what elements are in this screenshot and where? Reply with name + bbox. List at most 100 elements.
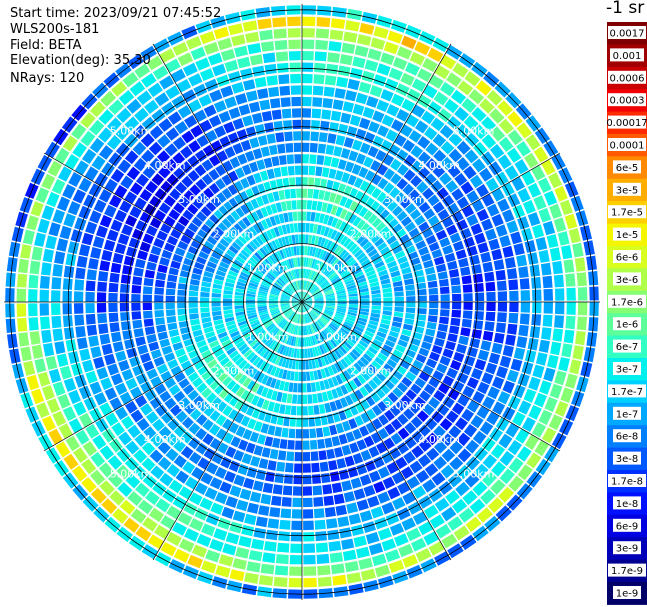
range-gate [319,279,328,287]
range-gate [224,313,234,319]
range-gate [289,566,302,576]
range-gate [387,392,399,403]
range-gate [280,303,290,306]
range-gate [136,418,150,432]
range-gate [302,245,305,255]
range-gate [524,152,539,169]
range-gate [422,84,438,99]
range-gate [305,281,309,290]
range-gate [310,439,318,450]
range-gate [189,313,199,320]
range-gate [104,178,118,193]
range-gate [319,331,327,341]
range-gate [279,380,286,391]
range-gate [335,333,344,342]
range-gate [281,392,288,403]
range-gate [243,265,253,273]
range-gate [285,286,293,294]
range-gate [210,231,221,241]
range-gate [231,262,242,271]
range-gate [472,391,485,404]
range-gate [310,310,318,319]
range-gate [538,207,552,223]
range-gate [314,298,324,301]
range-gate [320,316,329,323]
range-gate [311,287,319,294]
range-gate [382,154,395,166]
range-gate [341,538,355,550]
range-gate [268,241,276,252]
range-gate [340,269,349,277]
range-gate [524,434,540,450]
range-gate [235,547,250,559]
range-gate [400,72,415,86]
range-gate [518,400,532,415]
range-gate [465,516,482,532]
range-gate [54,251,66,265]
range-gate [449,440,463,455]
range-gate [397,255,408,265]
range-gate [330,471,340,482]
range-gate [184,528,199,542]
range-gate [283,273,290,282]
range-gate [316,369,323,380]
range-gate [338,123,349,135]
range-gate [336,292,347,297]
range-gate [271,310,280,316]
range-gate [74,217,87,231]
range-gate [313,508,325,519]
range-gate [308,324,313,334]
range-gate [226,274,237,281]
range-gate [89,137,105,154]
range-gate [272,285,282,292]
range-gate [316,345,323,356]
range-gate [236,314,246,320]
range-gate [231,34,246,47]
range-gate [281,333,288,343]
range-gate [160,180,173,194]
range-gate [302,406,308,416]
range-gate [516,336,528,349]
range-gate [302,96,312,107]
range-gate [413,195,426,207]
range-gate [190,124,204,138]
colorbar-tick-bg [613,272,641,286]
range-gate [166,235,179,246]
range-gate [125,473,141,489]
range-gate [245,229,254,239]
range-gate [169,188,182,201]
range-gate [140,133,155,148]
range-gate [249,161,259,173]
range-gate [314,305,323,309]
range-gate [392,245,403,255]
range-gate [313,370,319,380]
range-gate [290,270,295,280]
range-gate [386,104,400,117]
range-gate [214,492,228,505]
range-gate [302,303,305,313]
range-gate [62,135,78,152]
range-gate [482,471,497,487]
range-gate [333,260,342,269]
range-gate [314,358,320,368]
range-gate [490,479,506,495]
range-gate [277,331,285,341]
range-gate [257,307,268,312]
range-gate [318,132,328,143]
range-gate [446,224,458,236]
range-gate [492,376,505,390]
range-gate [281,497,292,507]
range-gate [257,345,266,355]
range-gate [474,311,484,321]
range-gate [302,291,304,301]
range-gate [337,516,350,528]
range-gate [249,319,259,325]
range-gate [502,380,515,394]
range-gate [365,532,380,545]
range-gate [374,517,388,530]
range-gate [508,312,519,324]
range-gate [98,109,114,125]
range-gate [108,282,119,293]
range-gate [266,229,274,240]
